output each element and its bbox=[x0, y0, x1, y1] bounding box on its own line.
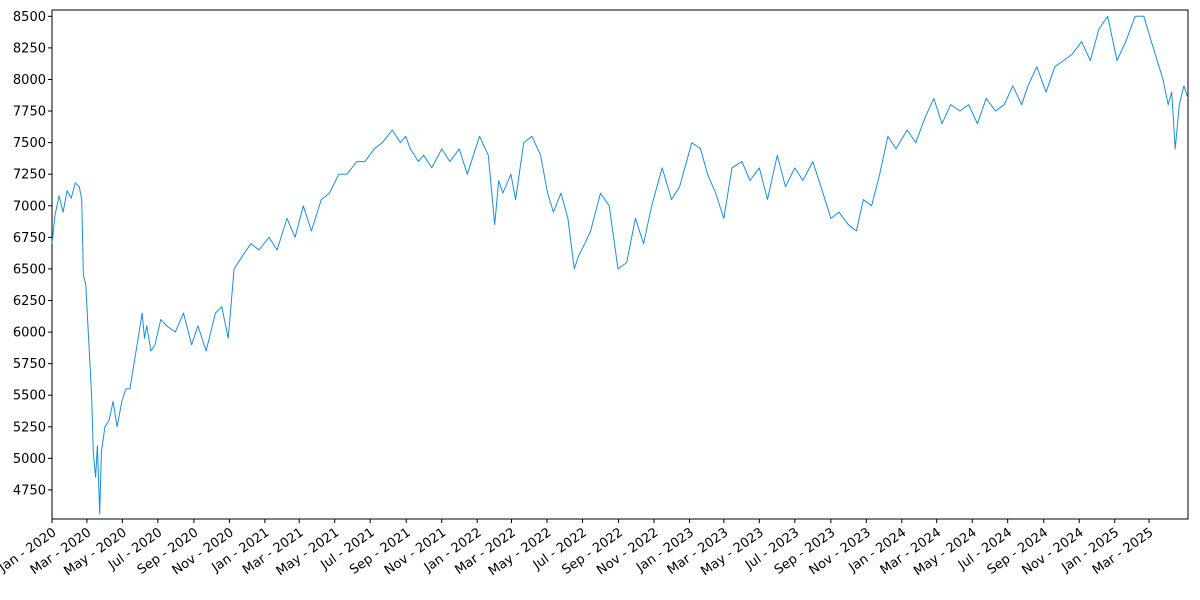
y-axis: 4750 5000 5250 5500 5750 6000 6250 6500 6750 7000… bbox=[13, 10, 52, 498]
y-tick-label: 5500 bbox=[13, 389, 46, 404]
y-tick-label: 7750 bbox=[13, 105, 46, 120]
y-tick-label: 4750 bbox=[13, 483, 46, 498]
y-tick-label: 8500 bbox=[13, 10, 46, 25]
y-tick-label: 7000 bbox=[13, 199, 46, 214]
y-tick-label: 6500 bbox=[13, 262, 46, 277]
y-tick-label: 8000 bbox=[13, 73, 46, 88]
series-line-0 bbox=[51, 15, 1189, 515]
y-tick-label: 8250 bbox=[13, 41, 46, 56]
y-tick-label: 7250 bbox=[13, 168, 46, 183]
y-tick-label: 5000 bbox=[13, 452, 46, 467]
y-tick-label: 6250 bbox=[13, 294, 46, 309]
plot-area bbox=[51, 9, 1189, 520]
y-tick-label: 6000 bbox=[13, 326, 46, 341]
y-tick-label: 6750 bbox=[13, 231, 46, 246]
y-tick-label: 5750 bbox=[13, 357, 46, 372]
y-tick-label: 7500 bbox=[13, 136, 46, 151]
plot-frame bbox=[51, 9, 1189, 520]
y-tick-label: 5250 bbox=[13, 420, 46, 435]
